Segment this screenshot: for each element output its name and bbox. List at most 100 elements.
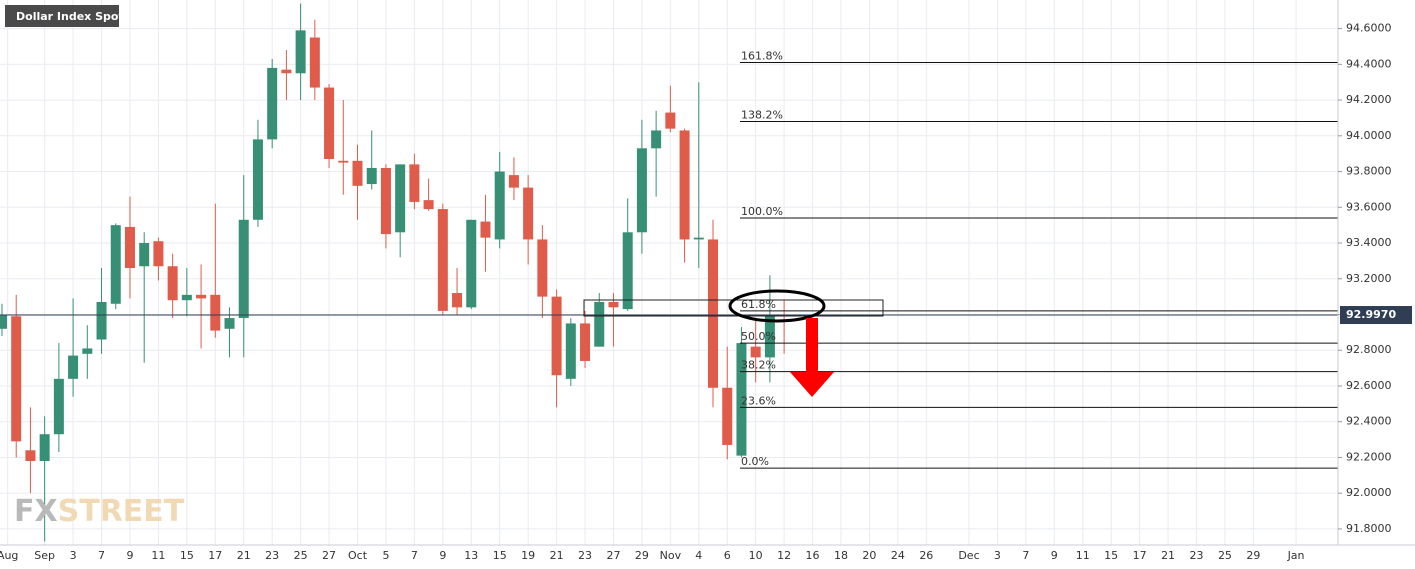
candle bbox=[252, 119, 263, 227]
candle bbox=[338, 100, 349, 195]
x-tick-label: 11 bbox=[1076, 549, 1090, 562]
candle-body bbox=[537, 239, 548, 297]
x-tick-label: 29 bbox=[1246, 549, 1260, 562]
y-tick-label: 92.2000 bbox=[1346, 450, 1392, 463]
candle bbox=[722, 346, 733, 460]
candle-body bbox=[309, 37, 320, 88]
y-tick-label: 92.0000 bbox=[1346, 486, 1392, 499]
candle bbox=[523, 175, 534, 265]
candle bbox=[11, 294, 22, 458]
x-tick-label: 6 bbox=[724, 549, 731, 562]
candle-body bbox=[153, 241, 164, 267]
candle-body bbox=[139, 243, 150, 267]
candle-body bbox=[395, 164, 406, 233]
y-tick-label: 93.4000 bbox=[1346, 236, 1392, 249]
candle bbox=[508, 157, 519, 201]
highlight-ellipse bbox=[728, 289, 826, 323]
candle bbox=[25, 407, 36, 494]
candle-body bbox=[622, 232, 633, 310]
candle-body bbox=[0, 314, 7, 329]
arrow-shaft bbox=[806, 318, 818, 372]
x-tick-label: Nov bbox=[660, 549, 682, 562]
candle bbox=[423, 178, 434, 211]
x-tick-label: 4 bbox=[695, 549, 702, 562]
candle bbox=[295, 3, 306, 101]
candle-body bbox=[68, 355, 79, 379]
candle-body bbox=[110, 225, 121, 304]
watermark-street: STREET bbox=[58, 494, 185, 529]
candle bbox=[153, 237, 164, 281]
x-tick-label: Dec bbox=[958, 549, 979, 562]
candle-body bbox=[452, 293, 463, 308]
candle-body bbox=[693, 237, 704, 240]
fib-label: 0.0% bbox=[741, 455, 769, 468]
candle-body bbox=[636, 148, 647, 233]
candle-body bbox=[764, 314, 775, 358]
x-tick-label: 18 bbox=[834, 549, 848, 562]
plot: 161.8% 138.2% 100.0% 61.8% 50.0% 38.2% 23.6% 0.… bbox=[0, 3, 1338, 542]
candle-body bbox=[352, 160, 363, 186]
candle bbox=[779, 300, 790, 354]
candle-body bbox=[224, 318, 235, 329]
x-tick-label: 27 bbox=[322, 549, 336, 562]
x-tick-label: 7 bbox=[411, 549, 418, 562]
x-tick-label: 15 bbox=[493, 549, 507, 562]
y-tick-label: 94.0000 bbox=[1346, 129, 1392, 142]
candle bbox=[110, 223, 121, 310]
candle bbox=[537, 225, 548, 319]
down-arrow bbox=[790, 318, 834, 397]
candle bbox=[622, 198, 633, 311]
candle-body bbox=[210, 294, 221, 331]
candle-body bbox=[608, 301, 619, 308]
candle-body bbox=[82, 348, 93, 354]
x-tick-label: 7 bbox=[1022, 549, 1029, 562]
candle bbox=[82, 325, 93, 379]
candle-body bbox=[267, 67, 278, 140]
candle-body bbox=[338, 160, 349, 163]
candle-body bbox=[508, 175, 519, 188]
x-tick-label: 17 bbox=[1133, 549, 1147, 562]
x-tick-label: 9 bbox=[126, 549, 133, 562]
candle bbox=[551, 289, 562, 408]
x-tick-label: 11 bbox=[151, 549, 165, 562]
x-tick-label: 27 bbox=[606, 549, 620, 562]
x-tick-label: 26 bbox=[919, 549, 933, 562]
candle bbox=[494, 151, 505, 249]
x-tick-label: 17 bbox=[208, 549, 222, 562]
chart-title: Dollar Index Spot bbox=[16, 10, 124, 23]
candle bbox=[267, 58, 278, 149]
candle-body bbox=[494, 171, 505, 240]
x-tick-label: 23 bbox=[265, 549, 279, 562]
candle bbox=[395, 164, 406, 258]
candle bbox=[466, 219, 477, 310]
x-tick-label: 20 bbox=[862, 549, 876, 562]
fib-label: 23.6% bbox=[741, 394, 776, 407]
x-tick-label: 9 bbox=[1051, 549, 1058, 562]
watermark-fx: FX bbox=[14, 494, 58, 529]
candle bbox=[352, 144, 363, 220]
candle bbox=[750, 318, 761, 383]
candle-body bbox=[324, 87, 335, 160]
candle bbox=[409, 153, 420, 210]
fib-label: 138.2% bbox=[741, 109, 783, 122]
x-tick-label: 19 bbox=[521, 549, 535, 562]
x-tick-label: 9 bbox=[439, 549, 446, 562]
candle-body bbox=[437, 209, 448, 311]
candle bbox=[366, 130, 377, 190]
x-tick-label: 25 bbox=[1218, 549, 1232, 562]
candle-body bbox=[295, 30, 306, 74]
candle bbox=[309, 19, 320, 101]
candle-body bbox=[366, 167, 377, 185]
candle-body bbox=[565, 323, 576, 379]
candle bbox=[679, 128, 690, 263]
candle bbox=[167, 253, 178, 319]
x-tick-label: 21 bbox=[237, 549, 251, 562]
candle-body bbox=[750, 346, 761, 358]
candle bbox=[708, 219, 719, 408]
y-tick-label: 93.6000 bbox=[1346, 200, 1392, 213]
x-tick-label: 25 bbox=[294, 549, 308, 562]
candle-body bbox=[523, 187, 534, 240]
x-tick-label: 24 bbox=[891, 549, 905, 562]
candle-body bbox=[580, 323, 591, 361]
candle-body bbox=[651, 130, 662, 149]
